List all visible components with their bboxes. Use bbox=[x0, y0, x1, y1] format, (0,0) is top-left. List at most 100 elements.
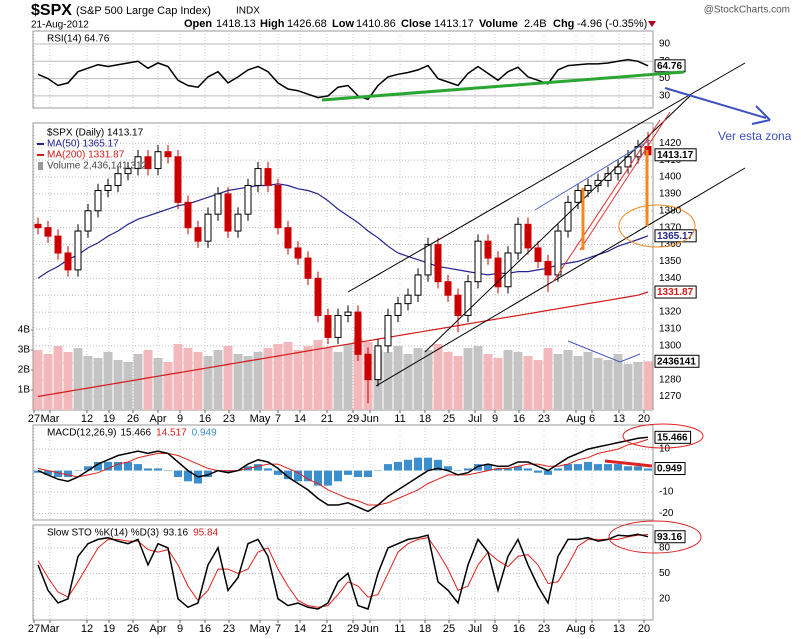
x-tick-label: 19 bbox=[103, 623, 115, 635]
candle-body bbox=[344, 311, 352, 316]
candle-body bbox=[494, 257, 502, 288]
histogram-bar bbox=[574, 464, 582, 471]
x-tick-label: 6 bbox=[589, 623, 595, 635]
histogram-bar bbox=[304, 470, 312, 482]
histogram-bar bbox=[354, 470, 362, 478]
candle-body bbox=[334, 314, 342, 338]
y-tick-label: 1280 bbox=[659, 374, 682, 385]
histogram-bar bbox=[314, 470, 322, 486]
volume-bar bbox=[203, 356, 213, 410]
volume-bar bbox=[223, 346, 233, 410]
y-tick-label: 1390 bbox=[659, 189, 682, 200]
volume-bar bbox=[303, 346, 313, 410]
exchange: INDX bbox=[236, 6, 260, 17]
candle-body bbox=[64, 252, 72, 271]
volume-bar bbox=[533, 360, 543, 410]
candle-body bbox=[294, 247, 302, 259]
x-tick-label: 29 bbox=[347, 623, 359, 635]
candle-body bbox=[474, 240, 482, 283]
candle-body bbox=[224, 193, 232, 232]
volume-tick-label: 3B bbox=[18, 345, 31, 356]
candle-body bbox=[614, 166, 622, 175]
histogram-bar bbox=[154, 468, 162, 471]
down-arrow bbox=[648, 21, 656, 27]
y-tick-label: 90 bbox=[659, 39, 671, 50]
value-box-frame bbox=[654, 229, 697, 243]
y-tick-label: 50 bbox=[659, 73, 671, 84]
x-tick-label: 14 bbox=[294, 623, 306, 635]
y-tick-label: 1380 bbox=[659, 205, 682, 216]
candle-body bbox=[434, 244, 442, 283]
volume-bar bbox=[403, 354, 413, 410]
histogram-bar bbox=[34, 470, 42, 473]
volume-bar bbox=[493, 358, 503, 410]
volume-label: Volume bbox=[479, 18, 518, 30]
value-box: 15.466 bbox=[654, 430, 692, 444]
red-ellipse bbox=[608, 520, 702, 554]
volume-tick-label: 1B bbox=[18, 385, 31, 396]
volume-bar bbox=[573, 356, 583, 410]
candle-body bbox=[254, 168, 262, 186]
x-tick-label: 9 bbox=[492, 413, 498, 425]
candle-body bbox=[364, 353, 372, 381]
y-tick-label: 1370 bbox=[659, 222, 682, 233]
legend-entry: 15.466 bbox=[120, 428, 151, 439]
x-tick-label: 12 bbox=[81, 413, 93, 425]
candle-body bbox=[44, 227, 52, 237]
y-tick-label: 1300 bbox=[659, 340, 682, 351]
series-line bbox=[37, 291, 649, 398]
histogram-bar bbox=[264, 468, 272, 471]
x-tick-label: 16 bbox=[199, 413, 211, 425]
high: 1426.68 bbox=[287, 18, 327, 30]
macd-trendline bbox=[604, 459, 653, 468]
value-box: 93.16 bbox=[654, 530, 686, 544]
volume-bar bbox=[553, 354, 563, 410]
volume-bar bbox=[273, 344, 283, 410]
y-tick-label: 1400 bbox=[659, 172, 682, 183]
volume-bar bbox=[393, 346, 403, 410]
x-tick-label: Apr bbox=[149, 623, 166, 635]
x-tick-label: Mar bbox=[41, 413, 60, 425]
volume-bar bbox=[213, 350, 223, 410]
open: 1418.13 bbox=[216, 18, 256, 30]
date: 21-Aug-2012 bbox=[31, 20, 89, 31]
histogram-bar bbox=[204, 470, 212, 478]
candle-body bbox=[314, 277, 322, 316]
x-tick-label: 6 bbox=[589, 413, 595, 425]
candle-body bbox=[84, 210, 92, 232]
histogram-bar bbox=[374, 470, 382, 472]
histogram-bar bbox=[104, 461, 112, 471]
volume-tick-label: 4B bbox=[18, 325, 31, 336]
volume-bar bbox=[53, 346, 63, 410]
low-label: Low bbox=[332, 18, 354, 30]
candle-body bbox=[534, 247, 542, 262]
candle-body bbox=[274, 184, 282, 229]
candle-body bbox=[214, 193, 222, 215]
x-tick-label: Mar bbox=[41, 623, 60, 635]
volume-bar bbox=[593, 358, 603, 410]
histogram-bar bbox=[424, 457, 432, 471]
volume: 2.4B bbox=[524, 18, 547, 30]
candle-body bbox=[394, 303, 402, 316]
histogram-bar bbox=[284, 470, 292, 480]
histogram-bar bbox=[484, 464, 492, 471]
panel-title: MACD(12,26,9) bbox=[47, 428, 116, 439]
volume-bar bbox=[243, 356, 253, 410]
close-label: Close bbox=[401, 18, 431, 30]
annotation: Ver esta zona bbox=[718, 129, 792, 143]
volume-bar bbox=[313, 340, 323, 410]
volume-bar bbox=[523, 356, 533, 410]
panel-frame bbox=[32, 424, 654, 521]
x-tick-label: Jul bbox=[468, 623, 482, 635]
volume-bar bbox=[293, 350, 303, 410]
histogram-bar bbox=[644, 468, 652, 471]
arrow bbox=[664, 87, 767, 119]
chg-label: Chg bbox=[553, 18, 574, 30]
x-tick-label: 26 bbox=[127, 623, 139, 635]
histogram-bar bbox=[554, 468, 562, 471]
y-tick-label: 10 bbox=[659, 444, 671, 455]
histogram-bar bbox=[334, 470, 342, 482]
candle-body bbox=[284, 227, 292, 249]
volume-bar bbox=[283, 342, 293, 410]
volume-bar bbox=[183, 348, 193, 410]
